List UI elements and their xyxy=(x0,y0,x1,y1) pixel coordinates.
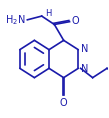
Text: O: O xyxy=(72,16,79,26)
Text: H: H xyxy=(45,9,52,18)
Text: H$_2$N: H$_2$N xyxy=(5,13,26,27)
Text: N: N xyxy=(81,44,88,54)
Text: O: O xyxy=(60,98,67,108)
Text: N: N xyxy=(81,64,88,74)
